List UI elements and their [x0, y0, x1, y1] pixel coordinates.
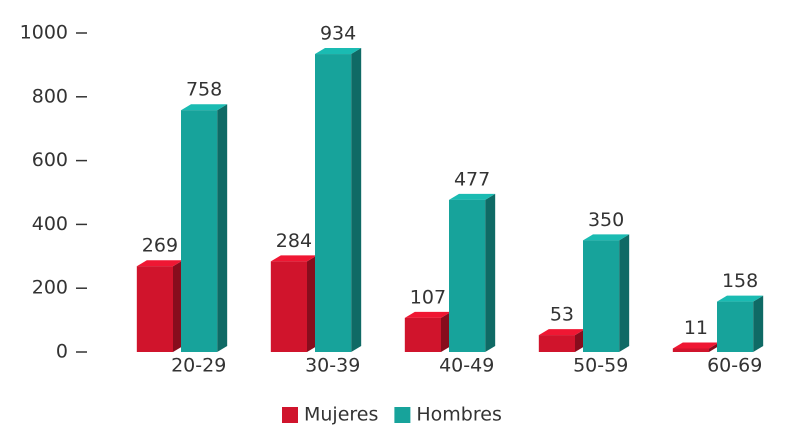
bar: [181, 110, 218, 352]
bar-side: [753, 295, 764, 352]
bar-side: [575, 329, 585, 352]
bar-top: [672, 342, 719, 349]
data-label: 269: [142, 235, 178, 257]
data-label: 53: [550, 304, 574, 326]
legend-label: Mujeres: [304, 404, 378, 426]
legend-swatch: [282, 407, 298, 423]
y-tick-label: 600: [32, 149, 68, 171]
bar: [672, 348, 709, 352]
data-label: 350: [588, 209, 624, 231]
bar-top: [136, 260, 183, 267]
data-label: 284: [276, 230, 312, 252]
bar: [583, 240, 620, 352]
bar-top: [404, 311, 451, 318]
bar-side: [351, 48, 362, 352]
bar-top: [270, 255, 317, 262]
bar-top: [538, 329, 585, 336]
bar-top: [315, 48, 362, 55]
bar: [538, 335, 575, 352]
bar-side: [485, 193, 496, 352]
bar-side: [307, 255, 317, 352]
data-label: 11: [684, 317, 708, 339]
y-tick-label: 200: [32, 277, 68, 299]
bar: [717, 301, 754, 352]
legend-swatch: [394, 407, 411, 423]
bar-side: [173, 260, 183, 352]
data-label: 107: [410, 286, 446, 308]
bar-top: [181, 104, 228, 111]
bar-side: [441, 311, 451, 352]
bar-top: [583, 234, 630, 241]
data-label: 934: [320, 23, 356, 45]
bar-side: [217, 104, 228, 352]
bar-top: [717, 295, 764, 302]
y-tick-label: 1000: [20, 22, 68, 44]
bar-side: [619, 234, 630, 352]
bar: [136, 266, 173, 352]
x-tick-label: 50-59: [573, 355, 628, 377]
data-label: 158: [722, 270, 758, 292]
x-tick-label: 30-39: [305, 355, 360, 377]
legend-label: Hombres: [416, 404, 501, 426]
bar: [449, 199, 486, 352]
x-tick-label: 40-49: [439, 355, 494, 377]
x-tick-label: 20-29: [171, 355, 226, 377]
data-label: 758: [186, 79, 222, 101]
bar: [315, 54, 352, 352]
y-tick-label: 400: [32, 213, 68, 235]
y-tick-label: 800: [32, 85, 68, 107]
bar: [404, 317, 441, 352]
data-label: 477: [454, 168, 490, 190]
bar: [270, 261, 307, 352]
bar-top: [449, 193, 496, 200]
y-tick-label: 0: [56, 341, 68, 363]
bar-side: [709, 342, 719, 352]
x-tick-label: 60-69: [707, 355, 762, 377]
